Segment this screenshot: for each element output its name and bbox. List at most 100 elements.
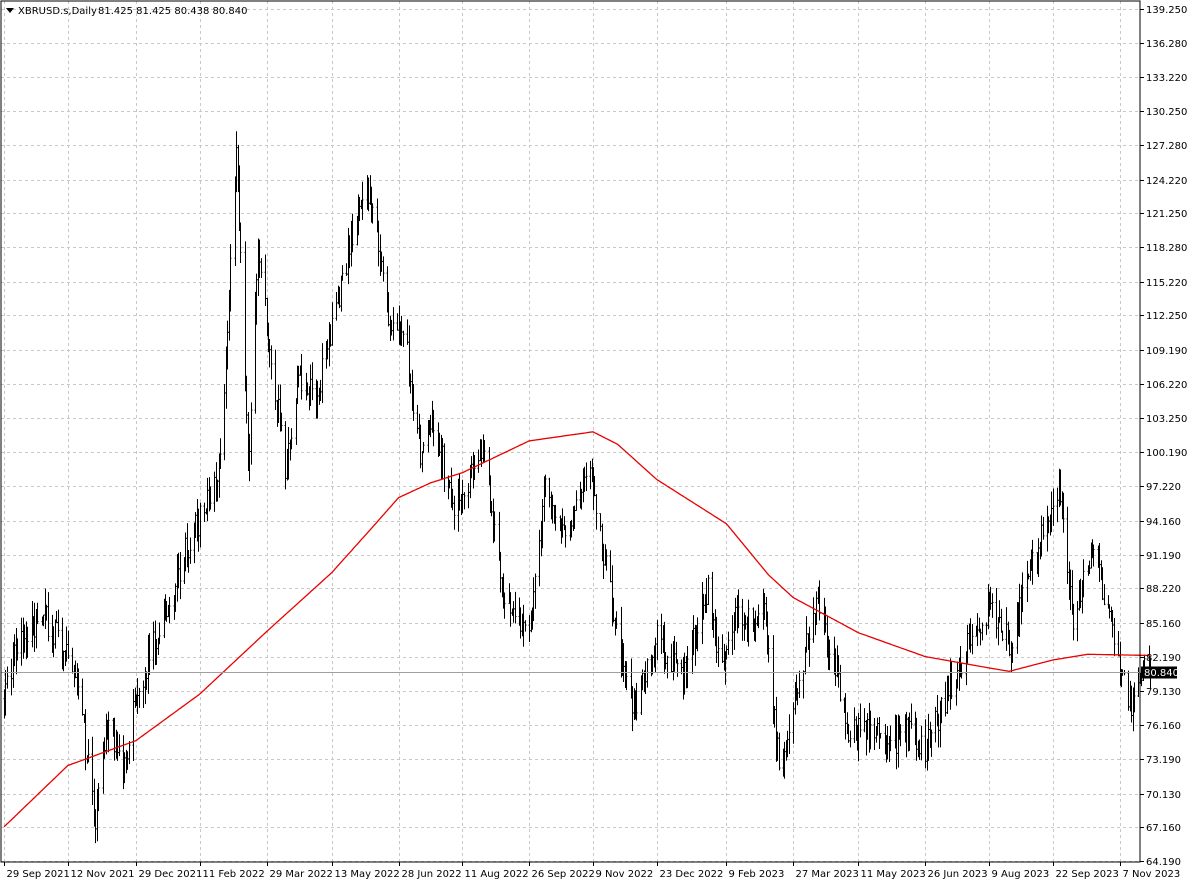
ohlc-bar (270, 345, 273, 380)
ohlc-bar (899, 724, 902, 747)
ohlc-bar (741, 598, 744, 641)
ohlc-bar (448, 479, 451, 489)
ohlc-bar (778, 732, 781, 771)
ohlc-bar (834, 648, 837, 687)
ohlc-bar (223, 384, 226, 461)
ohlc-bar (575, 490, 578, 512)
ohlc-bar (239, 222, 242, 264)
ohlc-bar (524, 620, 527, 632)
ohlc-bar (910, 703, 913, 729)
x-tick-label: 26 Jun 2023 (928, 869, 988, 880)
ohlc-bar (692, 615, 695, 656)
y-tick-label: 70.130 (1146, 790, 1181, 801)
ohlc-bar (483, 439, 486, 462)
ohlc-bar (199, 502, 202, 548)
ohlc-bar (680, 659, 683, 675)
ohlc-bar (673, 635, 676, 672)
ohlc-bar (36, 602, 39, 625)
ohlc-bar (493, 511, 496, 542)
ohlc-bar (321, 343, 324, 404)
ohlc-bar (580, 488, 583, 510)
ohlc-bar (853, 707, 856, 744)
ohlc-bar (786, 730, 789, 758)
ohlc-bar (371, 203, 374, 224)
x-tick-label: 7 Nov 2023 (1123, 869, 1181, 880)
ohlc-bar (595, 494, 598, 530)
ohlc-bar (499, 551, 502, 593)
ohlc-bar (113, 717, 116, 761)
ohlc-bar (67, 630, 70, 660)
ohlc-bar (554, 504, 557, 531)
ohlc-bar (480, 439, 483, 468)
ohlc-bar (863, 708, 866, 733)
ohlc-bar (57, 609, 60, 638)
y-tick-label: 124.220 (1146, 176, 1187, 187)
ohlc-bar (477, 449, 480, 473)
y-tick-label: 91.190 (1146, 551, 1181, 562)
ohlc-bar (721, 634, 724, 663)
ohlc-bar (1101, 567, 1104, 601)
ohlc-bar (676, 659, 679, 677)
ohlc-bar (644, 661, 647, 695)
ohlc-bar (979, 628, 982, 646)
y-tick-label: 112.250 (1146, 311, 1187, 322)
ohlc-bar (773, 705, 776, 728)
ohlc-bar (203, 502, 206, 522)
ohlc-bar (74, 660, 77, 679)
ohlc-bar (534, 573, 537, 609)
ohlc-bar (857, 712, 860, 762)
ohlc-bar (564, 525, 567, 548)
ohlc-bar (81, 678, 84, 716)
x-tick-label: 12 Nov 2021 (71, 869, 135, 880)
ohlc-bar (351, 213, 354, 253)
ohlc-bar (197, 508, 200, 552)
ohlc-bar (873, 717, 876, 751)
ohlc-bar (927, 713, 930, 761)
ohlc-bar (551, 494, 554, 524)
ohlc-bar (503, 592, 506, 619)
ohlc-bar (264, 254, 267, 306)
y-tick-label: 76.160 (1146, 721, 1181, 732)
ohlc-bar (944, 681, 947, 717)
ohlc-bar (918, 739, 921, 760)
y-tick-label: 139.250 (1146, 5, 1187, 16)
x-tick-label: 22 Sep 2023 (1056, 869, 1119, 880)
ohlc-bar (985, 622, 988, 635)
ohlc-bar (392, 307, 395, 341)
ohlc-bar (660, 613, 663, 654)
ohlc-bar (866, 713, 869, 740)
ohlc-bar (615, 611, 618, 629)
ohlc-bar (319, 379, 322, 401)
ohlc-bar (847, 723, 850, 743)
ohlc-bar (757, 604, 760, 629)
ohlc-bar (930, 729, 933, 757)
ohlc-bar (1047, 516, 1050, 534)
y-tick-label: 115.220 (1146, 278, 1187, 289)
ohlc-bar (20, 617, 23, 666)
ohlc-bar (631, 686, 634, 732)
ohlc-bar (609, 550, 612, 583)
collapse-triangle-icon[interactable] (6, 8, 14, 13)
ohlc-bar (812, 597, 815, 643)
ohlc-bar (763, 593, 766, 620)
ohlc-bar (380, 251, 383, 272)
ohlc-bar (818, 580, 821, 621)
ohlc-bar (165, 600, 168, 622)
ohlc-bar (950, 661, 953, 700)
ohlc-bar (1008, 629, 1011, 657)
ohlc-bar (23, 624, 26, 653)
y-tick-label: 103.250 (1146, 414, 1187, 425)
ohlc-bar (509, 592, 512, 627)
ohlc-bar (519, 607, 522, 639)
ohlc-bar (248, 433, 251, 482)
ohlc-bar (654, 637, 657, 673)
ohlc-bar (451, 488, 454, 511)
ohlc-bar (573, 505, 576, 530)
ohlc-bar (206, 477, 209, 522)
ohlc-bar (65, 626, 68, 662)
ohlc-bar (805, 616, 808, 653)
ohlc-bar (635, 682, 638, 721)
ohlc-bar (815, 591, 818, 625)
ohlc-bar (316, 380, 319, 419)
